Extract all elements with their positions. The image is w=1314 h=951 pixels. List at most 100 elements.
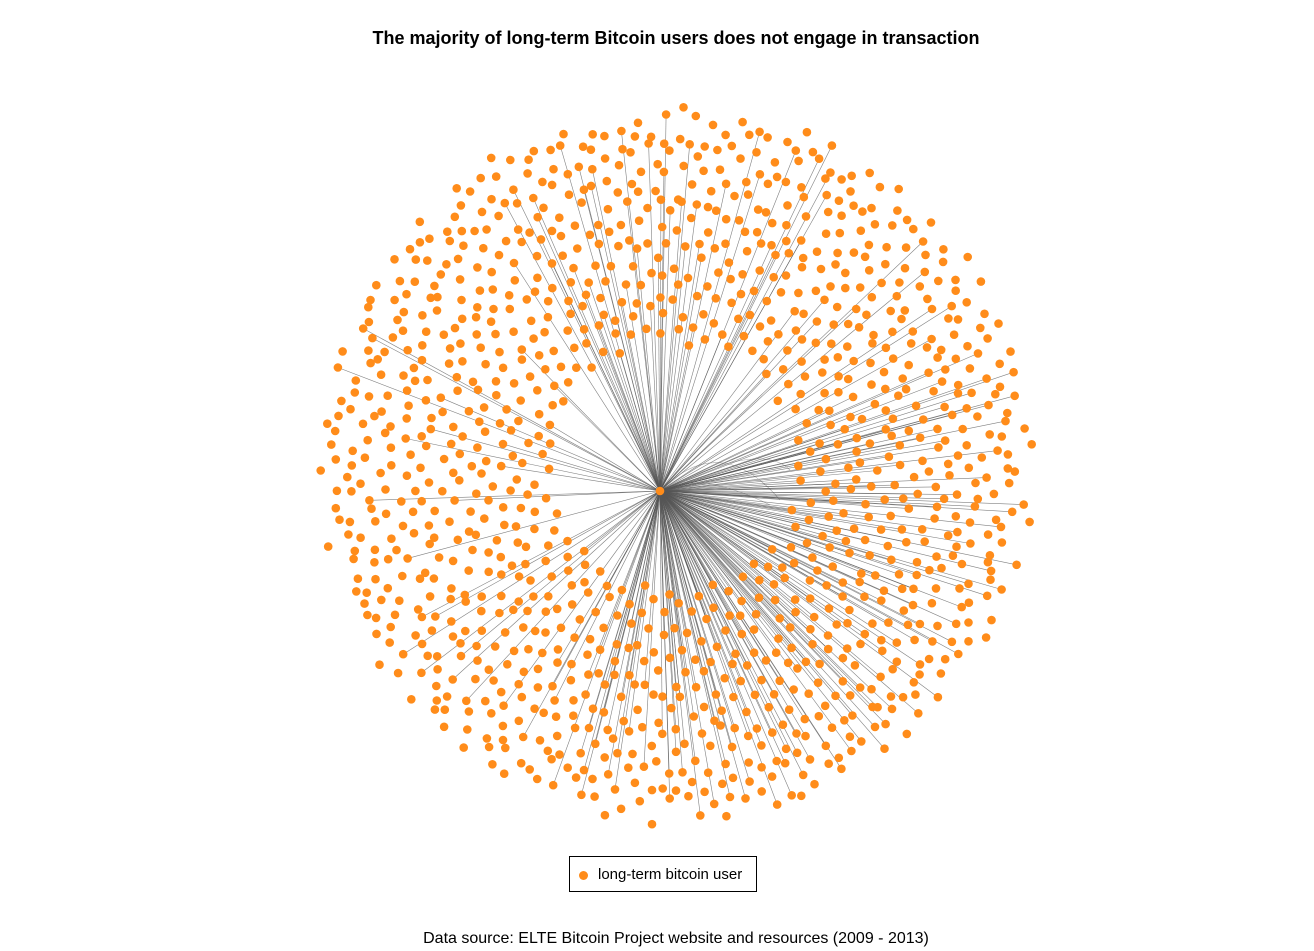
- user-node: [784, 705, 794, 714]
- user-node: [427, 413, 436, 423]
- user-node: [823, 644, 833, 654]
- user-node: [767, 218, 777, 228]
- user-node: [783, 137, 792, 147]
- user-node: [665, 146, 674, 155]
- user-node: [1020, 424, 1029, 433]
- edge: [659, 338, 932, 492]
- user-node: [678, 312, 688, 322]
- user-node: [712, 642, 722, 652]
- user-node: [371, 613, 381, 623]
- user-node: [820, 701, 830, 711]
- user-node: [989, 489, 999, 499]
- user-node: [804, 689, 813, 698]
- user-node: [496, 461, 506, 471]
- user-node: [857, 569, 866, 578]
- user-node: [471, 674, 480, 684]
- user-node: [569, 263, 578, 273]
- user-node: [646, 132, 656, 142]
- edge: [559, 145, 661, 492]
- edge: [430, 428, 661, 492]
- user-node: [581, 290, 591, 300]
- edge: [659, 490, 715, 804]
- user-node: [821, 741, 831, 751]
- user-node: [402, 386, 412, 395]
- user-node: [839, 508, 848, 518]
- edge: [501, 465, 661, 492]
- user-node: [570, 343, 579, 353]
- user-node: [456, 201, 466, 210]
- user-node: [699, 702, 709, 712]
- edge: [659, 490, 811, 760]
- user-node: [371, 574, 380, 584]
- user-node: [345, 517, 355, 527]
- user-node: [563, 536, 572, 546]
- user-node: [393, 668, 403, 678]
- user-node: [591, 739, 600, 749]
- user-node: [448, 556, 458, 566]
- user-node: [677, 645, 687, 655]
- legend: long-term bitcoin user: [569, 856, 757, 892]
- user-node: [532, 251, 542, 261]
- edge: [659, 490, 837, 531]
- user-node: [456, 339, 465, 348]
- user-node: [801, 212, 811, 221]
- user-node: [964, 618, 973, 627]
- edge: [659, 490, 750, 782]
- user-node: [476, 343, 486, 353]
- edge: [659, 490, 878, 708]
- edge: [659, 490, 862, 742]
- user-node: [846, 484, 856, 494]
- user-node: [697, 729, 707, 738]
- user-node: [927, 304, 937, 314]
- user-node: [680, 739, 689, 749]
- user-node: [657, 271, 667, 280]
- user-node: [671, 747, 681, 757]
- user-node: [912, 557, 922, 567]
- user-node: [534, 409, 544, 419]
- edge: [659, 490, 697, 688]
- user-node: [934, 276, 943, 286]
- user-node: [687, 180, 697, 189]
- user-node: [402, 471, 412, 481]
- user-node: [909, 472, 919, 482]
- user-node: [833, 248, 842, 258]
- user-node: [808, 147, 818, 157]
- user-node: [591, 261, 600, 271]
- user-node: [813, 566, 822, 575]
- user-node: [964, 598, 974, 607]
- user-node: [750, 690, 760, 700]
- user-node: [464, 406, 474, 416]
- user-node: [888, 664, 897, 674]
- edge: [603, 314, 661, 492]
- user-node: [390, 610, 400, 620]
- user-node: [457, 295, 466, 305]
- user-node: [672, 682, 681, 692]
- user-node: [453, 535, 463, 545]
- user-node: [806, 624, 815, 634]
- user-node: [580, 560, 590, 570]
- user-node: [619, 716, 628, 726]
- user-node: [938, 257, 948, 267]
- user-node: [762, 369, 771, 379]
- user-node: [617, 126, 626, 136]
- user-node: [423, 256, 432, 265]
- user-node: [456, 639, 465, 648]
- user-node: [894, 570, 904, 579]
- user-node: [847, 171, 856, 181]
- user-node: [915, 660, 925, 669]
- user-node: [811, 338, 821, 348]
- user-node: [936, 669, 946, 678]
- user-node: [706, 657, 715, 667]
- user-node: [986, 566, 996, 576]
- user-node: [797, 262, 807, 272]
- user-node: [886, 306, 895, 316]
- user-node: [347, 461, 357, 470]
- user-node: [763, 133, 772, 142]
- user-node: [736, 289, 746, 299]
- user-node: [860, 535, 870, 545]
- user-node: [973, 494, 983, 504]
- user-node: [415, 574, 425, 583]
- user-node: [702, 614, 711, 624]
- user-node: [555, 141, 565, 150]
- user-node: [755, 322, 765, 331]
